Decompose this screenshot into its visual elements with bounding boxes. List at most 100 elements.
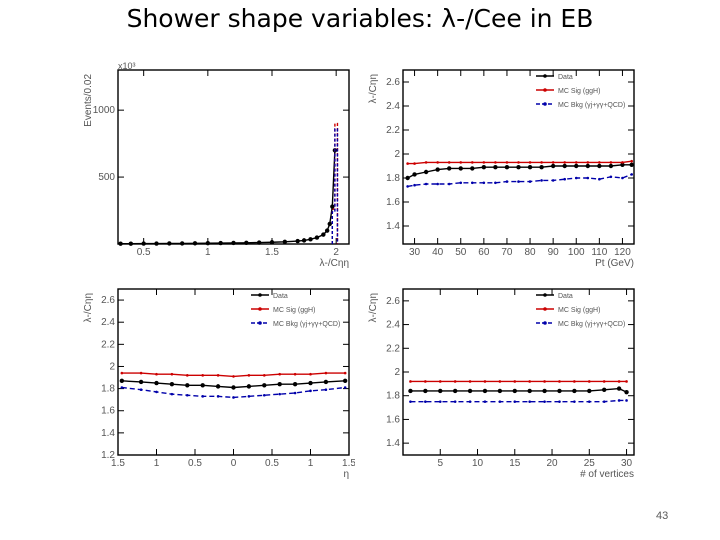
mc_bkg-point [155,390,158,394]
mc_bkg-point [483,400,487,403]
mc_bkg-point [201,395,204,398]
y-tick-label: 1.4 [101,428,115,439]
mc_sig-point [540,161,543,164]
mc_bkg-point [543,400,546,403]
mc_sig-point [436,161,439,164]
mc_bkg-point [278,392,281,396]
plot-frame [402,69,635,245]
x-tick-label: 1 [205,247,211,258]
legend-marker-data [258,293,262,297]
data-point [412,172,417,177]
mc_bkg-point [459,181,463,185]
mc_sig-point [247,374,251,377]
mc_bkg-line [407,173,632,188]
data-point [128,241,134,246]
mc_bkg-point [263,393,266,397]
mc_bkg-point [558,400,561,403]
mc_sig-point [630,159,633,163]
data-point [308,237,313,242]
data-point [119,378,125,384]
mc_sig-point [563,161,566,164]
y-tick-label: 2.2 [386,343,400,354]
x-tick-label: 10 [472,458,484,469]
y-tick-label: 2 [109,361,115,372]
data-point [231,240,236,246]
mc_sig-point [413,162,416,165]
y-tick-label: 1.8 [386,391,400,402]
y-tick-label: 1.2 [101,450,115,461]
mc_sig-point [216,374,220,377]
y-tick-label: 1.4 [386,221,400,232]
x-tick-label: 1.5 [111,458,125,469]
x-tick-label: 20 [546,458,558,469]
y-tick-label: 2.4 [101,317,115,328]
data-point [423,169,429,175]
mc_sig-point [494,161,497,164]
data-point [539,165,544,170]
x-tick-label: 120 [614,247,631,258]
mc_sig-point [459,161,463,164]
mc_bkg-point [324,388,328,392]
mc_bkg-point [436,182,439,186]
x-tick-label: 1.5 [265,247,279,258]
data-point [527,388,532,394]
mc_bkg-point [409,400,412,403]
y-tick-label: 2.4 [386,101,400,112]
data-point [470,166,475,171]
legend-label-mc_sig: MC Sig (ggH) [558,88,600,95]
mc_sig-point [598,161,601,164]
data-point [324,228,330,233]
data-point [408,388,413,394]
x-tick-label: 110 [591,247,607,258]
mc_bkg-point [494,181,497,185]
x-tick-label: 90 [548,247,560,258]
mc_bkg-point [170,392,174,396]
mc_bkg-point [216,395,220,398]
y-tick-label: 2 [394,149,400,160]
data-point [608,163,614,169]
x-tick-label: 60 [478,247,490,258]
y-tick-label: 2.2 [386,125,400,136]
mc_bkg-point [621,176,624,180]
data-point [256,240,262,245]
x-tick-label: 25 [584,458,596,469]
mc_bkg-point [309,389,312,393]
data-point [452,388,458,394]
mc_sig-point [438,380,442,383]
data-point [516,165,521,170]
data-point [616,386,622,391]
mc_bkg-point [517,180,520,183]
mc_sig-point [543,380,546,383]
data-point [482,388,488,394]
data-point [620,162,625,167]
mc_sig-point [574,161,578,164]
y-tick-label: 2.4 [386,320,400,331]
mc_sig-point [170,372,174,376]
page-number: 43 [656,510,669,522]
mc_bkg-point [232,396,235,399]
data-point [493,165,498,170]
mc_sig-point [409,380,412,383]
data-point [574,163,579,169]
mc_sig-point [586,161,590,164]
mc_bkg-point [609,175,613,179]
mc_bkg-point [468,400,472,403]
data-point [308,380,313,386]
x-axis-label: η [343,469,349,480]
data-point [277,381,282,387]
mc_sig-point [482,161,486,164]
data-point [118,241,123,246]
x-axis-label: λ-/Cηη [320,258,349,269]
data-point [572,388,577,394]
x-tick-label: 30 [409,247,421,258]
data-line [120,150,336,245]
mc_sig-point [278,372,281,376]
mc_sig-point [617,380,621,383]
y-tick-label: 2.2 [101,339,115,350]
data-point [185,383,190,388]
x-tick-label: 50 [455,247,467,258]
mc_sig-point [573,380,576,383]
mc_bkg-point [540,179,543,182]
data-point [154,380,159,386]
mc_sig-point [505,161,509,164]
